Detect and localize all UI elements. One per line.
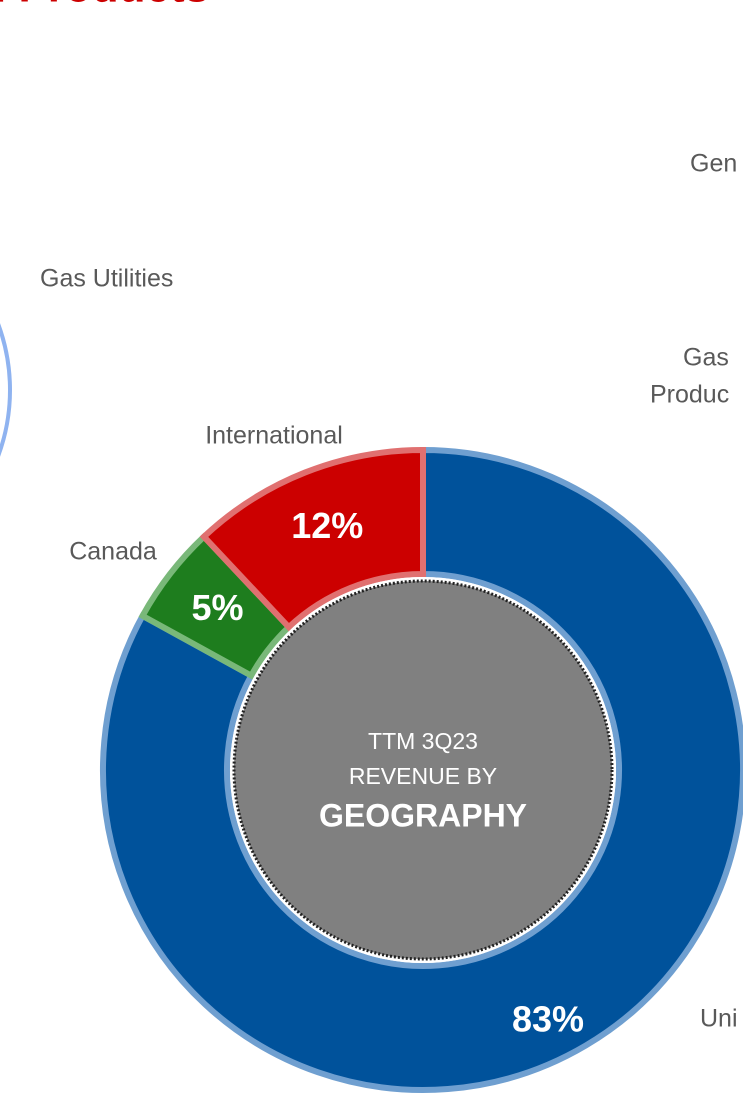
value-label: 5% bbox=[192, 587, 244, 628]
annotation: Gas bbox=[683, 344, 729, 372]
center-text: GEOGRAPHY bbox=[319, 797, 527, 833]
donut-slice bbox=[199, 446, 426, 632]
annotation: Gas Utilities bbox=[40, 265, 173, 293]
annotation: Produc bbox=[650, 381, 729, 409]
value-label: 12% bbox=[291, 505, 363, 546]
category-label: Canada bbox=[69, 538, 157, 566]
center-text: TTM 3Q23 bbox=[368, 728, 478, 754]
category-label: Uni bbox=[700, 1005, 738, 1033]
slide-title: l Products bbox=[0, 0, 209, 12]
value-label: 83% bbox=[512, 999, 584, 1040]
annotation: Gen bbox=[690, 150, 737, 178]
center-disc bbox=[232, 579, 614, 961]
center-text: REVENUE BY bbox=[349, 763, 497, 789]
decor-arc bbox=[0, 323, 12, 457]
category-label: International bbox=[205, 422, 343, 450]
